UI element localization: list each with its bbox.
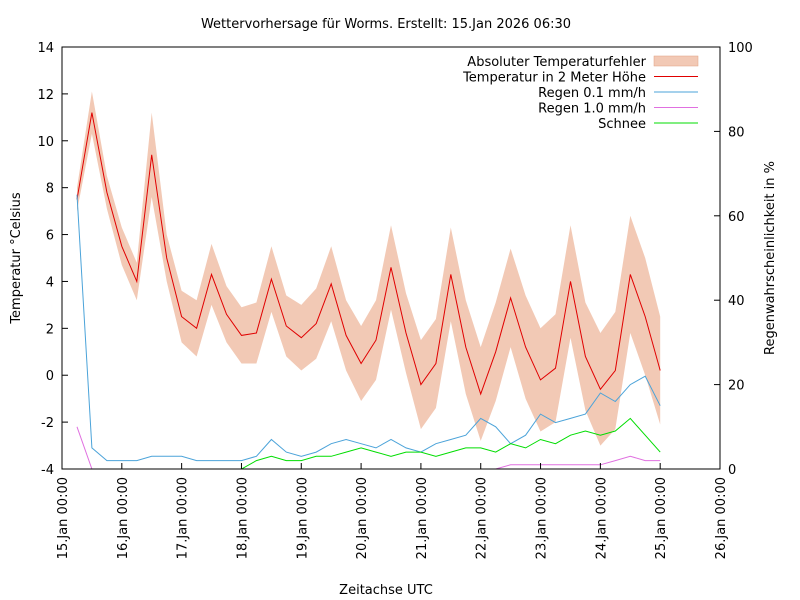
legend-label: Temperatur in 2 Meter Höhe [462, 71, 646, 86]
y2-tick-label: 100 [728, 41, 753, 56]
y2-tick-label: 20 [728, 379, 745, 394]
y-tick-label: 12 [37, 88, 54, 103]
legend-label: Regen 0.1 mm/h [538, 86, 646, 101]
x-tick-label: 17.Jan 00:00 [176, 477, 191, 559]
y-tick-label: 6 [46, 229, 54, 244]
y2-tick-label: 60 [728, 210, 745, 225]
legend-label: Schnee [598, 117, 646, 132]
y-tick-label: 14 [37, 41, 54, 56]
legend-label: Absoluter Temperaturfehler [467, 55, 646, 70]
y2-tick-label: 0 [728, 463, 736, 478]
y-tick-label: -4 [41, 463, 54, 478]
x-tick-label: 26.Jan 00:00 [714, 477, 729, 559]
legend-swatch [653, 55, 699, 67]
series-line [77, 417, 661, 470]
series-line [76, 112, 661, 396]
series-line [76, 194, 661, 462]
y-tick-label: 8 [46, 182, 54, 197]
x-tick-label: 21.Jan 00:00 [415, 477, 430, 559]
x-tick-label: 20.Jan 00:00 [355, 477, 370, 559]
series-line [76, 426, 661, 470]
y-tick-label: 0 [46, 369, 54, 384]
x-tick-label: 18.Jan 00:00 [235, 477, 250, 559]
x-tick-label: 25.Jan 00:00 [654, 477, 669, 559]
y-tick-label: -2 [41, 416, 54, 431]
y2-tick-label: 80 [728, 125, 745, 140]
chart-title: Wettervorhersage für Worms. Erstellt: 15… [201, 17, 571, 32]
x-axis-label: Zeitachse UTC [339, 583, 433, 598]
x-tick-label: 19.Jan 00:00 [295, 477, 310, 559]
x-tick-label: 16.Jan 00:00 [116, 477, 131, 559]
y-tick-label: 4 [46, 275, 54, 290]
legend-label: Regen 1.0 mm/h [538, 102, 646, 117]
plot-frame [61, 46, 721, 470]
y2-tick-label: 40 [728, 294, 745, 309]
y-tick-label: 2 [46, 322, 54, 337]
y2-axis-label: Regenwahrscheinlichkeit in % [763, 161, 778, 355]
x-tick-label: 22.Jan 00:00 [475, 477, 490, 559]
y-axis-label: Temperatur °Celsius [9, 192, 24, 325]
x-tick-label: 24.Jan 00:00 [594, 477, 609, 559]
x-tick-label: 23.Jan 00:00 [535, 477, 550, 559]
x-tick-label: 15.Jan 00:00 [56, 477, 71, 559]
error-band [77, 91, 661, 446]
y-tick-label: 10 [37, 135, 54, 150]
